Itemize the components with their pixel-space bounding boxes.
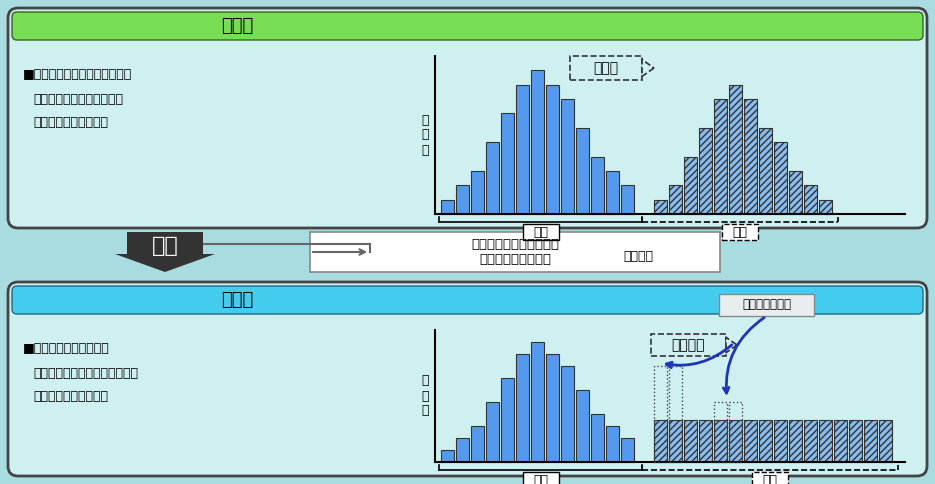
Bar xyxy=(523,472,558,484)
Text: 人口減少、少子高齢化に
伴う厳しい財政状況: 人口減少、少子高齢化に 伴う厳しい財政状況 xyxy=(471,238,559,266)
Text: 床
面
積: 床 面 積 xyxy=(422,114,429,156)
Bar xyxy=(849,420,862,462)
Text: ・老朽化による建替え: ・老朽化による建替え xyxy=(33,116,108,129)
Text: 導入前: 導入前 xyxy=(222,17,254,35)
Bar xyxy=(759,128,772,214)
Bar xyxy=(570,56,642,80)
Bar xyxy=(684,156,697,214)
Bar xyxy=(714,420,727,462)
Bar xyxy=(819,199,832,214)
Text: 導入後: 導入後 xyxy=(222,291,254,309)
Bar xyxy=(774,420,787,462)
FancyBboxPatch shape xyxy=(8,282,927,476)
Text: ■スクラップアンドビルド方式: ■スクラップアンドビルド方式 xyxy=(23,68,132,81)
Bar xyxy=(789,171,802,214)
Bar xyxy=(471,426,484,462)
Bar xyxy=(561,99,574,214)
Bar xyxy=(744,99,757,214)
Bar xyxy=(879,420,892,462)
Bar xyxy=(651,334,726,356)
Bar xyxy=(471,171,484,214)
Bar xyxy=(744,420,757,462)
Bar xyxy=(654,420,667,462)
Bar xyxy=(310,232,720,272)
Text: 将来: 将来 xyxy=(732,226,747,239)
Bar xyxy=(606,426,619,462)
Bar xyxy=(576,128,589,214)
Bar xyxy=(834,420,847,462)
Bar xyxy=(804,420,817,462)
Bar xyxy=(486,142,499,214)
Text: ■既存建築物の有効活用: ■既存建築物の有効活用 xyxy=(23,342,109,355)
FancyBboxPatch shape xyxy=(12,286,923,314)
FancyArrow shape xyxy=(642,60,654,76)
Bar xyxy=(729,420,742,462)
Bar xyxy=(819,420,832,462)
Bar xyxy=(729,85,742,214)
Bar xyxy=(722,224,758,240)
Text: 転換: 転換 xyxy=(151,236,179,256)
Bar xyxy=(654,199,667,214)
Bar xyxy=(501,113,514,214)
FancyBboxPatch shape xyxy=(12,12,923,40)
Bar xyxy=(669,420,682,462)
Bar xyxy=(561,366,574,462)
Text: 建替え: 建替え xyxy=(594,61,619,75)
Text: 建設時期: 建設時期 xyxy=(624,250,654,263)
Bar xyxy=(669,185,682,214)
FancyBboxPatch shape xyxy=(8,8,927,228)
Text: 現在: 現在 xyxy=(533,473,548,484)
Text: 現在: 現在 xyxy=(533,226,548,239)
Text: ・事後保全による維持管理: ・事後保全による維持管理 xyxy=(33,93,123,106)
Bar xyxy=(684,420,697,462)
Bar xyxy=(864,420,877,462)
Bar xyxy=(531,342,544,462)
Bar xyxy=(441,199,454,214)
Text: 建替えの平準化: 建替えの平準化 xyxy=(742,299,791,312)
Polygon shape xyxy=(115,232,215,272)
Bar xyxy=(699,128,712,214)
Bar xyxy=(516,354,529,462)
Bar xyxy=(516,85,529,214)
Bar xyxy=(752,472,788,484)
Bar xyxy=(714,99,727,214)
Bar xyxy=(591,156,604,214)
Bar xyxy=(441,450,454,462)
Bar xyxy=(606,171,619,214)
Bar xyxy=(804,185,817,214)
Bar xyxy=(714,402,727,462)
Bar xyxy=(456,438,469,462)
Bar xyxy=(523,224,558,240)
Text: 床
面
積: 床 面 積 xyxy=(422,375,429,418)
Bar xyxy=(546,354,559,462)
Bar xyxy=(531,70,544,214)
Bar xyxy=(774,142,787,214)
Bar xyxy=(456,185,469,214)
Bar xyxy=(576,390,589,462)
Bar xyxy=(621,438,634,462)
Bar xyxy=(621,185,634,214)
Bar xyxy=(669,366,682,462)
Bar xyxy=(719,294,814,316)
Text: ・建替え時期の平準化: ・建替え時期の平準化 xyxy=(33,390,108,403)
Bar xyxy=(501,378,514,462)
Bar xyxy=(789,420,802,462)
Text: ・計画的な改修による長寿命化: ・計画的な改修による長寿命化 xyxy=(33,367,138,380)
FancyArrow shape xyxy=(726,337,737,353)
Text: 将来: 将来 xyxy=(763,473,778,484)
Bar xyxy=(654,366,667,462)
Bar xyxy=(699,420,712,462)
Text: 長寿命化: 長寿命化 xyxy=(671,338,705,352)
Bar xyxy=(591,414,604,462)
Bar xyxy=(486,402,499,462)
Bar xyxy=(759,420,772,462)
Bar xyxy=(546,85,559,214)
Bar xyxy=(729,402,742,462)
